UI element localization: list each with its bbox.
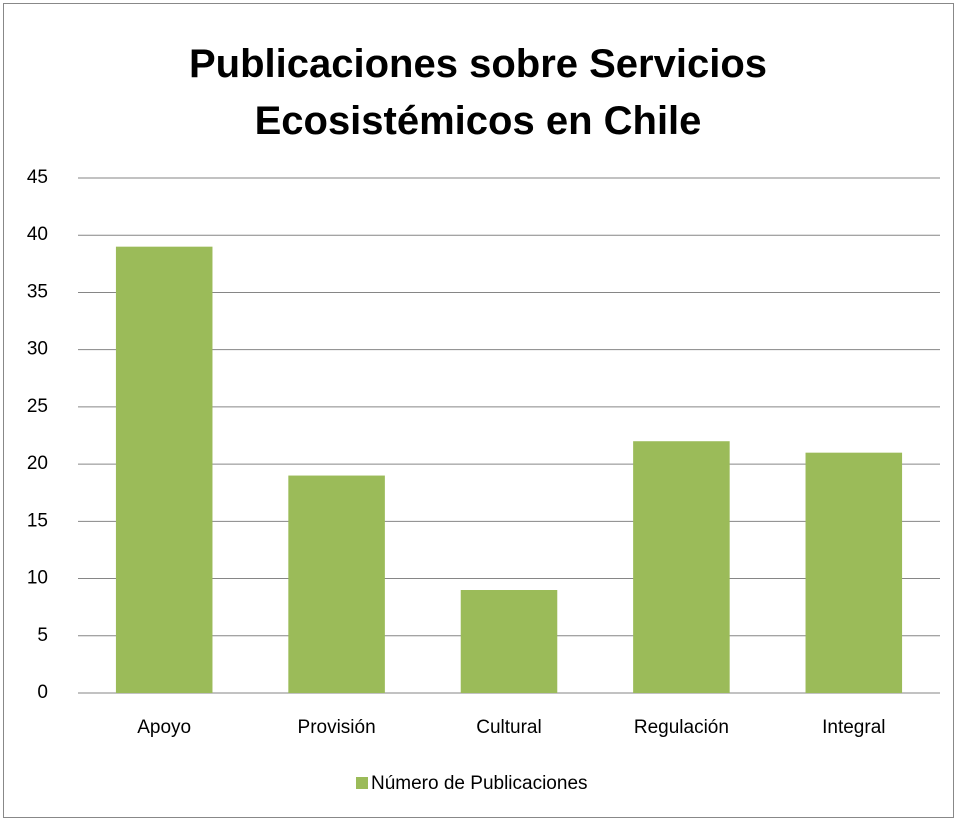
bar	[460, 590, 558, 693]
bar	[115, 246, 213, 693]
chart-border	[3, 3, 954, 818]
y-tick-label: 25	[27, 396, 48, 417]
y-tick-label: 35	[27, 281, 48, 302]
legend-label: Número de Publicaciones	[371, 773, 588, 794]
y-tick-label: 40	[27, 224, 48, 245]
x-tick-label: Cultural	[476, 717, 541, 738]
chart-title: Publicaciones sobre Servicios Ecosistémi…	[188, 42, 768, 143]
bar	[288, 475, 385, 693]
y-tick-label: 5	[37, 625, 48, 646]
x-tick-label: Regulación	[634, 717, 729, 738]
bar	[633, 441, 730, 693]
x-tick-label: Apoyo	[137, 717, 191, 738]
bar	[805, 452, 903, 693]
x-tick-label: Provisión	[298, 717, 376, 738]
x-tick-label: Integral	[822, 717, 885, 738]
y-tick-label: 10	[27, 568, 48, 589]
y-tick-label: 20	[27, 453, 48, 474]
y-tick-label: 30	[27, 339, 48, 360]
y-tick-label: 45	[27, 167, 48, 188]
y-tick-label: 15	[27, 510, 48, 531]
y-tick-label: 0	[37, 682, 48, 703]
legend-swatch	[356, 777, 368, 789]
